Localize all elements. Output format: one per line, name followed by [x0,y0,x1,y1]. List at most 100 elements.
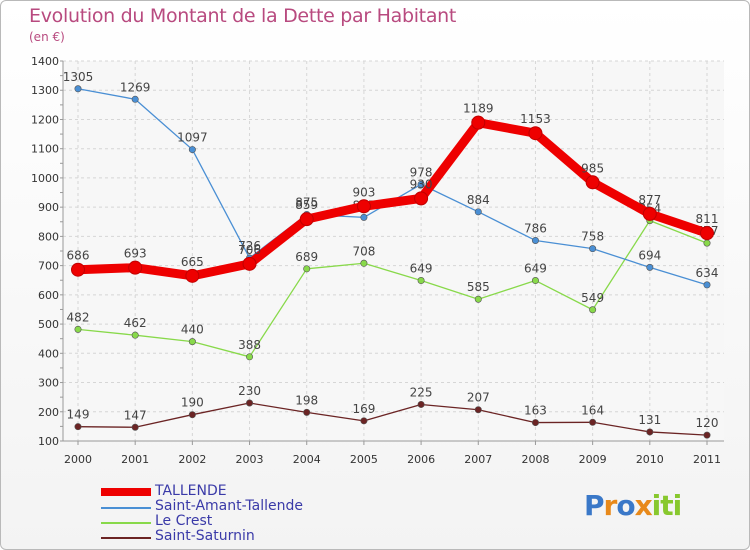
y-tick-label: 1400 [31,55,59,68]
data-label: 1153 [520,112,551,126]
data-point [642,206,657,221]
data-point [303,408,311,416]
logo-letter: t [660,489,673,522]
legend-label: Saint-Saturnin [155,528,255,544]
plot-area [63,61,724,441]
data-label: 758 [581,230,604,244]
data-point [703,281,711,289]
data-label: 190 [181,396,204,410]
x-tick-label: 2000 [64,453,92,466]
y-tick-label: 400 [38,347,59,360]
x-tick-label: 2006 [407,453,435,466]
data-label: 1305 [63,70,94,84]
y-tick-label: 1100 [31,143,59,156]
x-tick-label: 2008 [521,453,549,466]
data-point [417,400,425,408]
y-tick-label: 1200 [31,113,59,126]
y-tick-label: 600 [38,289,59,302]
data-label: 1269 [120,80,151,94]
data-point [74,85,82,93]
logo-letter: P [584,489,605,522]
data-label: 388 [238,338,261,352]
data-label: 198 [295,393,318,407]
y-tick-label: 900 [38,201,59,214]
data-point [74,423,82,431]
proxiti-logo: Proxiti [584,489,683,522]
data-label: 985 [581,161,604,175]
data-label: 1097 [177,131,208,145]
data-label: 694 [638,248,661,262]
data-label: 686 [67,249,90,263]
legend-label: Le Crest [155,513,213,529]
data-label: 149 [67,408,90,422]
data-label: 859 [295,198,318,212]
data-label: 462 [124,316,147,330]
data-point [703,239,711,247]
data-point [646,263,654,271]
data-label: 225 [410,385,433,399]
data-label: 978 [410,165,433,179]
data-label: 207 [467,391,490,405]
series-line [77,402,708,436]
data-point [299,212,314,227]
x-tick-label: 2001 [121,453,149,466]
y-tick-label: 300 [38,377,59,390]
data-point [531,419,539,427]
data-point [188,146,196,154]
data-label: 689 [295,250,318,264]
logo-letter: i [651,489,662,522]
data-label: 120 [696,416,719,430]
data-label: 634 [696,266,719,280]
data-label: 164 [581,403,604,417]
data-label: 786 [524,221,547,235]
data-label: 884 [467,193,490,207]
data-point [185,268,200,283]
chart-title: Evolution du Montant de la Dette par Hab… [29,5,457,27]
data-label: 811 [696,212,719,226]
data-point [474,295,482,303]
data-label: 131 [638,413,661,427]
y-tick-label: 200 [38,406,59,419]
data-point [74,325,82,333]
series-tallende: 686 693 665 706 859 903 930 1189 1153 985 877 811 [67,102,719,283]
data-point [589,306,597,314]
legend-label: TALLENDE [155,483,227,499]
data-point [131,331,139,339]
data-point [417,277,425,285]
data-point [360,417,368,425]
legend-swatch [101,488,151,496]
data-point [246,399,254,407]
data-label: 706 [238,243,261,257]
data-label: 875 [295,195,318,209]
legend-swatch [101,537,151,539]
data-label: 708 [352,244,375,258]
x-tick-label: 2011 [693,453,721,466]
data-label: 903 [352,185,375,199]
data-point [474,208,482,216]
data-point [131,423,139,431]
logo-letter: i [672,489,683,522]
x-tick-label: 2004 [293,453,321,466]
data-label: 665 [181,255,204,269]
data-point [303,265,311,273]
data-point [246,353,254,361]
data-point [589,418,597,426]
data-point [188,338,196,346]
data-point [646,428,654,436]
logo-letter: r [603,489,618,522]
legend-swatch [101,507,151,509]
data-label: 163 [524,404,547,418]
series-saint-saturnin: 149 147 190 230 198 169 225 207 163 164 131 120 [67,384,719,439]
data-point [360,213,368,221]
data-point [360,259,368,267]
data-point [585,175,600,190]
y-tick-label: 700 [38,260,59,273]
data-point [71,262,85,277]
x-tick-label: 2002 [178,453,206,466]
series-line [73,118,712,281]
logo-letter: x [634,489,653,522]
data-label: 877 [638,193,661,207]
data-point [417,180,425,188]
